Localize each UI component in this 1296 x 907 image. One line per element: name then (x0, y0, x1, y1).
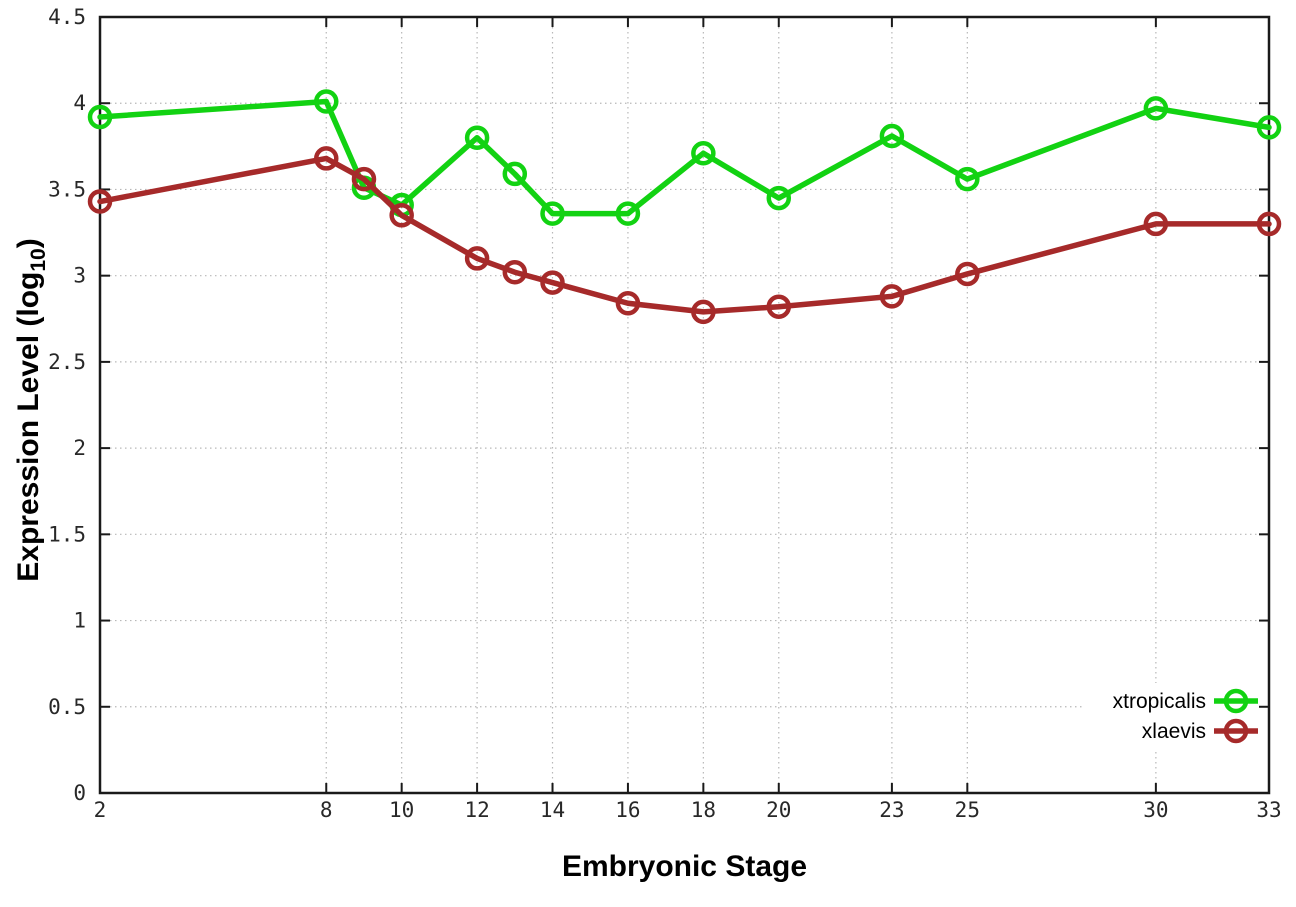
x-tick-label: 20 (766, 798, 791, 822)
y-tick-label: 2 (73, 436, 86, 460)
data-point-xlaevis[interactable] (314, 146, 339, 171)
x-tick-label: 18 (691, 798, 716, 822)
plot-border (98, 15, 1271, 795)
data-point-xtropicalis[interactable] (540, 201, 565, 226)
y-axis-title: Expression Level (log10) (12, 238, 50, 581)
data-point-xlaevis[interactable] (1143, 211, 1169, 237)
y-tick-label: 1.5 (48, 522, 86, 546)
y-tick-label: 2.5 (48, 350, 86, 374)
data-point-xtropicalis[interactable] (1143, 96, 1169, 121)
data-point-xlaevis[interactable] (502, 259, 528, 285)
data-point-xlaevis[interactable] (766, 294, 792, 319)
data-point-xtropicalis[interactable] (314, 89, 339, 114)
x-tick-label: 2 (94, 798, 107, 822)
legend-label-xtropicalis: xtropicalis (1113, 690, 1206, 713)
legend-label-xlaevis: xlaevis (1142, 720, 1206, 743)
data-point-xtropicalis[interactable] (87, 104, 113, 130)
y-tick-label: 0 (73, 781, 86, 805)
data-point-xlaevis[interactable] (1256, 211, 1282, 237)
legend-item-xlaevis[interactable]: xlaevis (1142, 718, 1258, 744)
data-point-xtropicalis[interactable] (691, 140, 716, 166)
y-tick-label: 1 (73, 609, 86, 633)
y-tick-label: 4 (73, 91, 86, 115)
data-point-xtropicalis[interactable] (615, 201, 641, 226)
y-tick-label: 3 (73, 264, 86, 288)
data-point-xtropicalis[interactable] (766, 185, 792, 211)
x-tick-label: 8 (320, 798, 333, 822)
x-tick-label: 25 (955, 798, 980, 822)
data-point-xlaevis[interactable] (464, 246, 490, 271)
data-point-xlaevis[interactable] (540, 270, 565, 295)
legend-marker-icon-xlaevis (1223, 718, 1249, 744)
x-tick-label: 30 (1143, 798, 1168, 822)
data-point-xlaevis[interactable] (351, 166, 377, 192)
data-point-xlaevis[interactable] (389, 203, 414, 228)
data-point-xtropicalis[interactable] (879, 123, 905, 149)
x-tick-label: 23 (879, 798, 904, 822)
x-tick-label: 10 (389, 798, 414, 822)
data-point-xlaevis[interactable] (615, 291, 641, 316)
data-point-xtropicalis[interactable] (1256, 115, 1282, 140)
data-point-xlaevis[interactable] (691, 299, 716, 325)
series-line-xtropicalis (97, 98, 1272, 217)
data-point-xlaevis[interactable] (955, 261, 980, 287)
x-tick-label: 33 (1256, 798, 1281, 822)
x-tick-label: 16 (615, 798, 640, 822)
data-point-xtropicalis[interactable] (502, 161, 528, 187)
y-tick-label: 0.5 (48, 695, 86, 719)
data-point-xtropicalis[interactable] (464, 125, 490, 150)
legend-marker-icon-xtropicalis (1223, 688, 1249, 714)
y-tick-label: 4.5 (48, 5, 86, 29)
data-point-xlaevis[interactable] (87, 189, 113, 214)
y-tick-label: 3.5 (48, 177, 86, 201)
x-tick-label: 12 (464, 798, 489, 822)
x-axis-title: Embryonic Stage (562, 850, 807, 883)
data-point-xtropicalis[interactable] (955, 166, 980, 192)
data-point-xlaevis[interactable] (879, 284, 905, 309)
x-tick-label: 14 (540, 798, 565, 822)
legend-item-xtropicalis[interactable]: xtropicalis (1113, 688, 1258, 714)
